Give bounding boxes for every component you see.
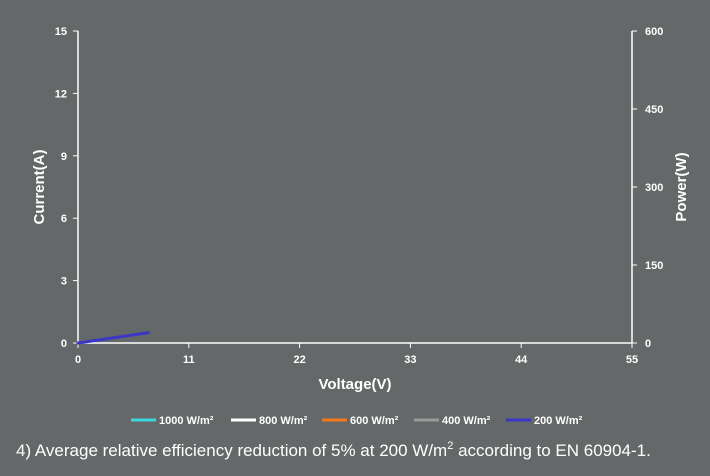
footnote: 4) Average relative efficiency reduction… — [16, 440, 706, 461]
y2-tick-label: 600 — [645, 26, 663, 38]
y-axis-title: Current(A) — [31, 150, 48, 225]
y2-axis-title: Power(W) — [673, 152, 690, 221]
legend-label: 800 W/m² — [259, 415, 308, 427]
footnote-text: 4) Average relative efficiency reduction… — [16, 441, 448, 460]
series-line — [76, 331, 151, 345]
y-tick-label: 15 — [55, 26, 67, 38]
x-tick-label: 44 — [515, 354, 528, 366]
footnote-text-end: according to EN 60904-1. — [453, 441, 651, 460]
legend-label: 200 W/m² — [534, 415, 583, 427]
y-tick-label: 3 — [61, 276, 67, 288]
y2-tick-label: 450 — [645, 104, 663, 116]
y2-tick-label: 0 — [645, 338, 651, 350]
legend-label: 400 W/m² — [442, 415, 491, 427]
y2-tick-label: 300 — [645, 182, 663, 194]
y-tick-label: 9 — [61, 151, 67, 163]
y-tick-label: 12 — [55, 88, 67, 100]
x-tick-label: 55 — [626, 354, 638, 366]
y-tick-label: 0 — [61, 338, 67, 350]
y-tick-label: 6 — [61, 213, 67, 225]
legend: 1000 W/m² 800 W/m² 600 W/m² 400 W/m² 200 W/m… — [131, 415, 583, 427]
y2-tick-label: 150 — [645, 260, 663, 272]
x-tick-label: 22 — [293, 354, 305, 366]
x-axis-title: Voltage(V) — [318, 376, 391, 393]
x-tick-label: 11 — [183, 354, 195, 366]
footnote-superscript: 2 — [447, 440, 454, 452]
x-tick-label: 33 — [404, 354, 416, 366]
x-tick-label: 0 — [75, 354, 81, 366]
legend-label: 1000 W/m² — [159, 415, 214, 427]
legend-label: 600 W/m² — [350, 415, 399, 427]
